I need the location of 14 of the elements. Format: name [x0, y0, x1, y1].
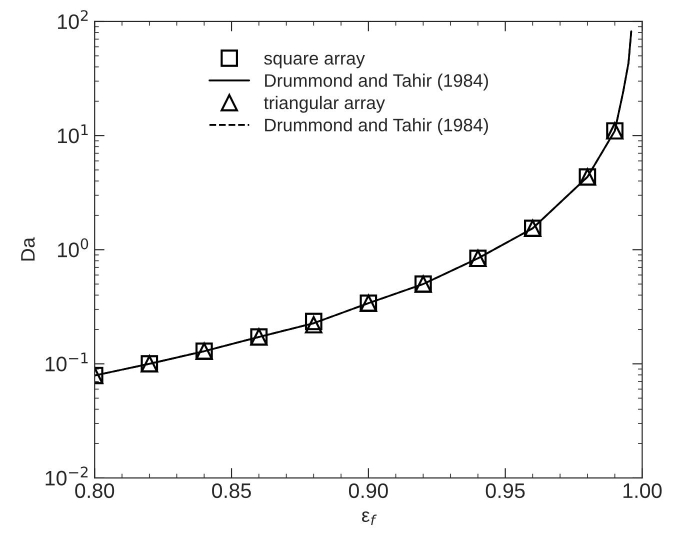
- legend-label: square array: [264, 54, 365, 68]
- y-tick-label: 10$^{1}$: [58, 124, 88, 144]
- y-tick-label: 10$^{0}$: [58, 238, 88, 258]
- x-tick-label: 1.00: [624, 483, 662, 498]
- y-axis-title: Da: [21, 237, 35, 261]
- legend-label: Drummond and Tahir (1984): [265, 74, 488, 90]
- legend-label: triangular array: [264, 96, 386, 113]
- y-tick-label: 10$^{2}$: [58, 10, 88, 30]
- x-tick-label: 0.95: [486, 483, 525, 498]
- x-axis-title: ε$_{f}$: [362, 511, 377, 526]
- x-tick-label: 0.85: [212, 483, 251, 498]
- y-tick-label: 10$^{−1}$: [46, 352, 88, 372]
- x-tick-label: 0.90: [348, 483, 388, 498]
- legend-label: Drummond and Tahir (1984): [265, 118, 488, 135]
